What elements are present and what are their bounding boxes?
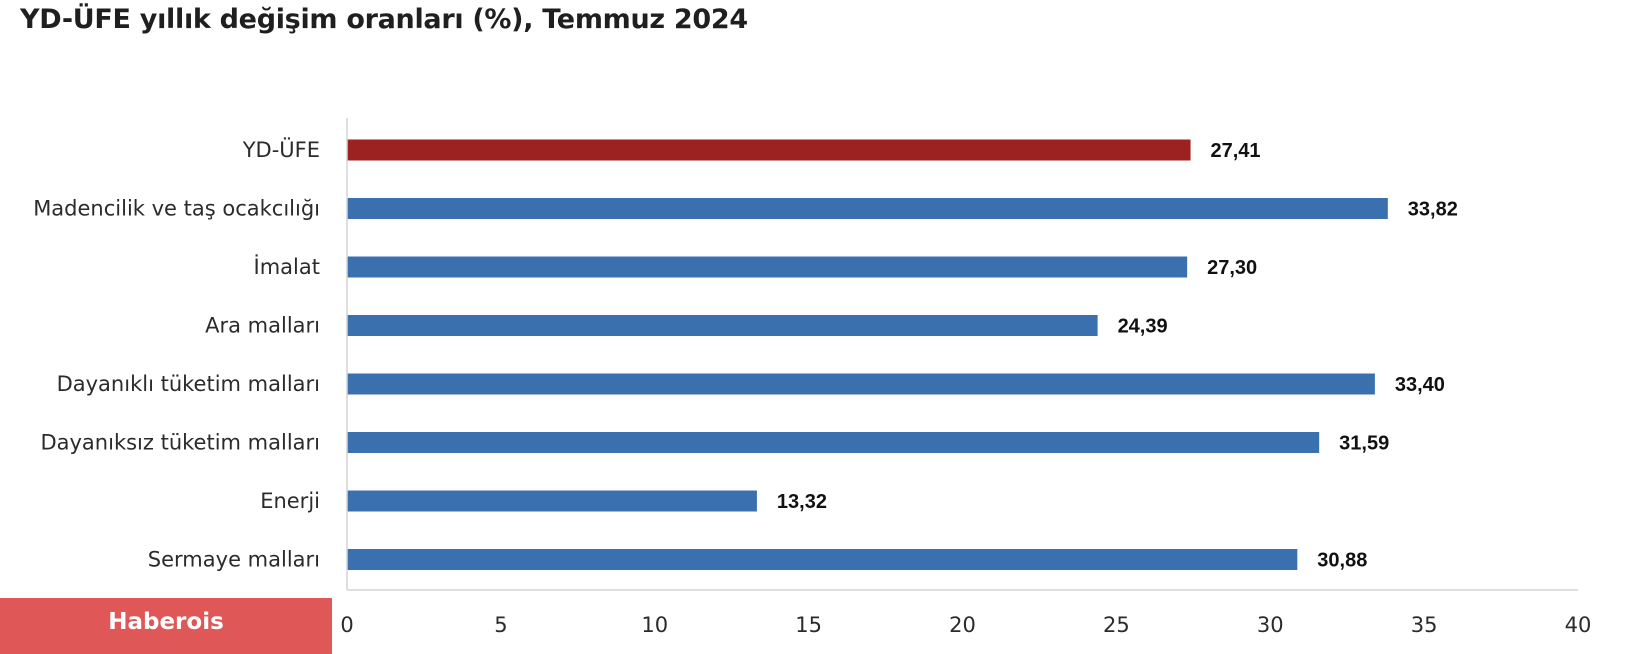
- value-label-6: 13,32: [777, 491, 827, 513]
- value-label-5: 31,59: [1339, 433, 1389, 455]
- value-labels-group: 27,41 33,82 27,30 24,39 33,40 31,59 13,32 30,88: [777, 140, 1458, 572]
- category-label-1: Madencilik ve taş ocakcılığı: [33, 197, 320, 221]
- tick-labels-group: 0 5 10 15 20 25 30 35 40: [340, 613, 1591, 637]
- category-label-0: YD-ÜFE: [242, 137, 320, 162]
- bar-7: [347, 549, 1298, 570]
- x-tick-label-1: 5: [494, 613, 507, 637]
- category-label-5: Dayanıksız tüketim malları: [40, 431, 320, 455]
- bars-group: [347, 139, 1388, 570]
- x-tick-label-7: 35: [1411, 613, 1438, 637]
- category-label-7: Sermaye malları: [148, 548, 320, 572]
- bar-2: [347, 256, 1188, 278]
- chart-title: YD-ÜFE yıllık değişim oranları (%), Temm…: [20, 4, 748, 35]
- value-label-1: 33,82: [1408, 199, 1458, 221]
- category-labels-group: YD-ÜFE Madencilik ve taş ocakcılığı İmalat…: [33, 137, 320, 572]
- category-label-6: Enerji: [260, 489, 320, 513]
- x-tick-label-6: 30: [1257, 613, 1284, 637]
- category-label-4: Dayanıklı tüketim malları: [57, 372, 320, 396]
- value-label-0: 27,41: [1211, 140, 1261, 162]
- bar-1: [347, 198, 1388, 219]
- x-tick-label-0: 0: [340, 613, 353, 637]
- category-label-3: Ara malları: [205, 314, 320, 338]
- value-label-4: 33,40: [1395, 374, 1445, 396]
- bar-6: [347, 490, 757, 512]
- x-tick-label-8: 40: [1565, 613, 1592, 637]
- bar-4: [347, 373, 1375, 395]
- value-label-3: 24,39: [1118, 316, 1168, 338]
- x-tick-label-4: 20: [949, 613, 976, 637]
- x-tick-label-2: 10: [641, 613, 668, 637]
- bar-3: [347, 315, 1098, 336]
- bar-5: [347, 432, 1320, 453]
- value-label-7: 30,88: [1317, 550, 1367, 572]
- value-label-2: 27,30: [1207, 257, 1257, 279]
- x-tick-label-3: 15: [795, 613, 822, 637]
- brand-watermark: Haberois: [0, 598, 332, 654]
- bar-0: [347, 139, 1191, 161]
- brand-text: Haberois: [108, 609, 224, 635]
- category-label-2: İmalat: [254, 254, 320, 279]
- x-tick-label-5: 25: [1103, 613, 1130, 637]
- axes-group: [346, 118, 1578, 591]
